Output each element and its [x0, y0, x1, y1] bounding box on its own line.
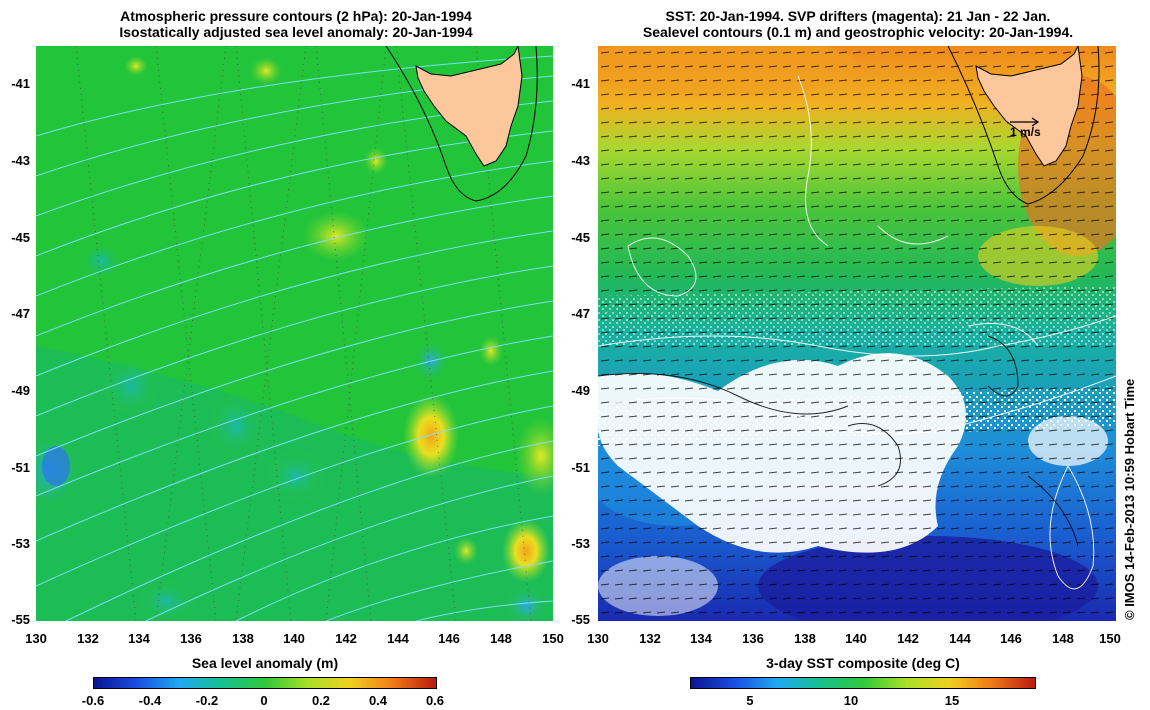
right-x-tick: 150 — [1099, 631, 1121, 646]
left-colorbar-tick: 0.6 — [425, 693, 445, 708]
right-x-tick: 146 — [1000, 631, 1022, 646]
velocity-scale-label: 1 m/s — [1010, 125, 1041, 139]
right-map-title-line1: SST: 20-Jan-1994. SVP drifters (magenta)… — [665, 8, 1051, 24]
velocity-scale-arrow — [1010, 117, 1040, 127]
right-x-tick: 140 — [845, 631, 867, 646]
right-x-tick: 142 — [897, 631, 919, 646]
sst-map: 1 m/s — [598, 46, 1116, 621]
right-colorbar-tick: 10 — [843, 693, 859, 708]
left-colorbar-tick: -0.2 — [195, 693, 219, 708]
right-x-tick: 136 — [742, 631, 764, 646]
left-x-tick: 140 — [283, 631, 305, 646]
left-x-tick: 130 — [25, 631, 47, 646]
sst-map-canvas — [598, 46, 1116, 621]
left-map-title-line1: Atmospheric pressure contours (2 hPa): 2… — [120, 8, 472, 24]
right-y-tick: -49 — [571, 383, 590, 398]
left-x-tick: 148 — [490, 631, 512, 646]
left-colorbar-tick: 0.2 — [311, 693, 331, 708]
left-y-tick: -55 — [11, 612, 30, 627]
left-x-tick: 136 — [180, 631, 202, 646]
left-colorbar-tick: 0 — [260, 693, 268, 708]
right-y-tick: -53 — [571, 536, 590, 551]
right-x-tick: 134 — [690, 631, 712, 646]
left-y-tick: -49 — [11, 383, 30, 398]
sea-level-anomaly-map — [36, 46, 553, 621]
left-y-tick: -45 — [11, 230, 30, 245]
left-map-title: Atmospheric pressure contours (2 hPa): 2… — [36, 8, 556, 40]
left-y-tick: -51 — [11, 460, 30, 475]
right-x-tick: 132 — [639, 631, 661, 646]
left-x-tick: 146 — [438, 631, 460, 646]
left-x-tick: 150 — [542, 631, 564, 646]
left-x-tick: 134 — [128, 631, 150, 646]
right-x-tick: 138 — [794, 631, 816, 646]
right-x-tick: 144 — [949, 631, 971, 646]
tasmania-landmass — [975, 46, 1083, 167]
imos-credit: © IMOS 14-Feb-2013 10:59 Hobart Time — [1122, 378, 1137, 620]
left-x-tick: 144 — [387, 631, 409, 646]
right-x-tick: 148 — [1052, 631, 1074, 646]
left-colorbar-tick: -0.6 — [81, 693, 105, 708]
right-y-tick: -51 — [571, 460, 590, 475]
left-x-tick: 132 — [77, 631, 99, 646]
right-y-tick: -55 — [571, 612, 590, 627]
left-colorbar-title: Sea level anomaly (m) — [191, 655, 339, 671]
right-map-title-line2: Sealevel contours (0.1 m) and geostrophi… — [642, 24, 1074, 40]
left-y-tick: -41 — [11, 76, 30, 91]
left-x-tick: 142 — [335, 631, 357, 646]
right-colorbar-title: 3-day SST composite (deg C) — [766, 655, 960, 671]
left-map-title-line2: Isostatically adjusted sea level anomaly… — [119, 24, 473, 40]
left-y-tick: -43 — [11, 153, 30, 168]
right-y-tick: -41 — [571, 76, 590, 91]
sea-level-anomaly-map-canvas — [36, 46, 553, 621]
right-colorbar-tick: 15 — [944, 693, 960, 708]
right-map-title: SST: 20-Jan-1994. SVP drifters (magenta)… — [598, 8, 1118, 40]
right-colorbar-tick: 5 — [746, 693, 754, 708]
right-y-tick: -43 — [571, 153, 590, 168]
tasmania-landmass — [415, 46, 523, 167]
left-x-tick: 138 — [232, 631, 254, 646]
sea-level-colorbar — [93, 677, 437, 689]
right-y-tick: -47 — [571, 306, 590, 321]
left-y-tick: -47 — [11, 306, 30, 321]
right-y-tick: -45 — [571, 230, 590, 245]
right-x-tick: 130 — [587, 631, 609, 646]
left-colorbar-tick: 0.4 — [368, 693, 388, 708]
sst-colorbar — [690, 677, 1036, 689]
left-colorbar-tick: -0.4 — [138, 693, 162, 708]
left-y-tick: -53 — [11, 536, 30, 551]
